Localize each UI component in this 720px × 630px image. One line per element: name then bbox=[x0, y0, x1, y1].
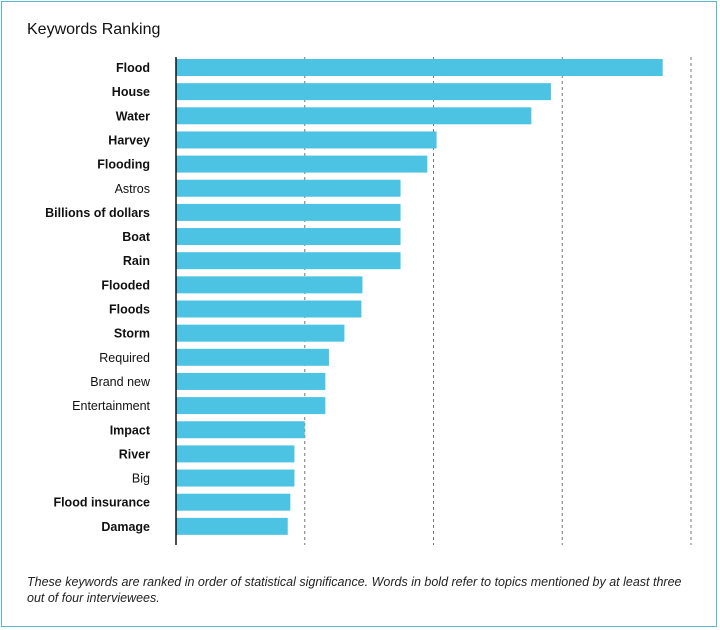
bar bbox=[176, 59, 663, 76]
bar bbox=[176, 493, 291, 511]
bar bbox=[176, 83, 551, 101]
bar bbox=[176, 155, 428, 173]
bar bbox=[176, 131, 437, 149]
bar bbox=[176, 228, 401, 246]
bar bbox=[176, 445, 295, 463]
category-label: Entertainment bbox=[72, 399, 150, 413]
category-label: River bbox=[119, 447, 150, 461]
category-label: Rain bbox=[123, 254, 150, 268]
category-label: Billions of dollars bbox=[45, 206, 150, 220]
chart-title: Keywords Ranking bbox=[27, 21, 161, 38]
bar bbox=[176, 372, 326, 390]
bar bbox=[176, 421, 305, 439]
bar bbox=[176, 397, 326, 415]
bar bbox=[176, 469, 295, 487]
bar bbox=[176, 300, 362, 318]
category-label: Floods bbox=[109, 303, 150, 317]
category-label: Flood bbox=[116, 61, 150, 75]
chart-caption: These keywords are ranked in order of st… bbox=[27, 575, 682, 605]
category-label: Required bbox=[99, 351, 150, 365]
bar bbox=[176, 348, 329, 366]
bar bbox=[176, 179, 401, 197]
bar bbox=[176, 203, 401, 221]
category-label: Astros bbox=[115, 182, 150, 196]
bar bbox=[176, 107, 532, 125]
category-label: Boat bbox=[122, 230, 151, 244]
category-label: House bbox=[112, 85, 150, 99]
category-label: Big bbox=[132, 472, 150, 486]
category-label: Damage bbox=[101, 520, 150, 534]
category-label: Brand new bbox=[90, 375, 151, 389]
bar bbox=[176, 252, 401, 270]
category-label: Water bbox=[116, 109, 150, 123]
bar bbox=[176, 324, 345, 342]
category-label: Harvey bbox=[108, 133, 150, 147]
category-label: Storm bbox=[114, 327, 150, 341]
category-label: Flooded bbox=[101, 278, 150, 292]
bar bbox=[176, 517, 288, 535]
category-label: Flooding bbox=[97, 158, 150, 172]
category-label: Flood insurance bbox=[53, 496, 150, 510]
bar bbox=[176, 276, 363, 294]
category-label: Impact bbox=[110, 423, 151, 437]
